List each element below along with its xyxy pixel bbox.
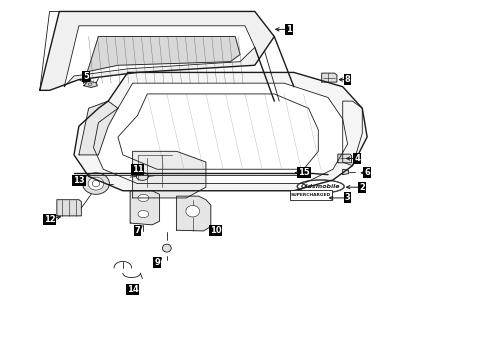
FancyBboxPatch shape xyxy=(290,190,332,200)
Text: SUPERCHARGED: SUPERCHARGED xyxy=(291,193,331,197)
Text: 13: 13 xyxy=(73,176,85,185)
Ellipse shape xyxy=(138,211,149,218)
Text: 10: 10 xyxy=(210,226,221,235)
Ellipse shape xyxy=(136,172,148,180)
Text: 11: 11 xyxy=(132,165,144,174)
Text: 12: 12 xyxy=(44,215,55,224)
Text: 2: 2 xyxy=(359,183,365,192)
Text: 5: 5 xyxy=(83,72,89,81)
Polygon shape xyxy=(79,101,118,155)
Text: 1: 1 xyxy=(286,25,292,34)
Ellipse shape xyxy=(162,244,171,252)
Polygon shape xyxy=(40,12,274,90)
Text: 14: 14 xyxy=(127,285,139,294)
Text: 9: 9 xyxy=(154,258,160,267)
Text: 15: 15 xyxy=(298,168,310,177)
Ellipse shape xyxy=(88,177,104,190)
Text: 7: 7 xyxy=(135,226,140,235)
Polygon shape xyxy=(84,37,240,83)
Polygon shape xyxy=(84,81,98,87)
Polygon shape xyxy=(57,200,81,216)
Text: 3: 3 xyxy=(345,193,350,202)
Polygon shape xyxy=(130,191,159,225)
Polygon shape xyxy=(133,151,206,198)
Text: 8: 8 xyxy=(345,75,350,84)
Text: 6: 6 xyxy=(364,168,370,177)
Ellipse shape xyxy=(186,206,199,217)
Text: Oldsmobile: Oldsmobile xyxy=(301,184,341,189)
Polygon shape xyxy=(343,169,348,175)
Text: 4: 4 xyxy=(354,154,360,163)
Ellipse shape xyxy=(138,194,149,202)
Polygon shape xyxy=(64,26,255,87)
Ellipse shape xyxy=(297,180,344,193)
Polygon shape xyxy=(74,72,367,191)
Polygon shape xyxy=(338,154,351,163)
Ellipse shape xyxy=(82,173,109,194)
Polygon shape xyxy=(322,73,337,82)
Polygon shape xyxy=(176,196,211,231)
Polygon shape xyxy=(94,83,347,184)
